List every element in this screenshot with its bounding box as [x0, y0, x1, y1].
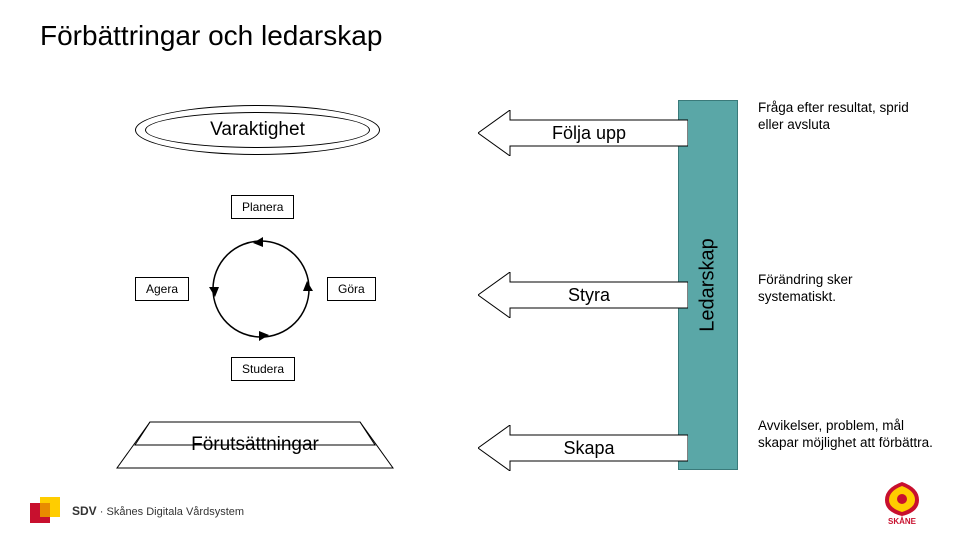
sdv-full: Skånes Digitala Vårdsystem: [106, 506, 244, 518]
sdv-logo-icon: [30, 497, 64, 525]
sdv-logo-text: SDV · Skånes Digitala Vårdsystem: [72, 504, 244, 518]
region-skane-logo: SKÅNE: [875, 480, 930, 525]
sdv-logo: SDV · Skånes Digitala Vårdsystem: [30, 497, 244, 525]
page-title: Förbättringar och ledarskap: [40, 20, 382, 52]
note-follow-up: Fråga efter resultat, sprid eller avslut…: [758, 100, 933, 134]
arrow-follow-up-label: Följa upp: [478, 110, 688, 156]
note-steer: Förändring sker systematiskt.: [758, 272, 933, 306]
pdsa-cycle: Planera Göra Studera Agera: [135, 195, 385, 385]
pdsa-arc-icon: [207, 235, 315, 343]
arrow-create: Skapa: [478, 425, 688, 471]
note-create: Avvikelser, problem, mål skapar möjlighe…: [758, 418, 933, 452]
sdv-abbr: SDV: [72, 504, 97, 518]
duration-ellipse: Varaktighet: [135, 105, 380, 155]
pdsa-planera: Planera: [231, 195, 294, 219]
pdsa-agera: Agera: [135, 277, 189, 301]
arrow-steer-label: Styra: [478, 272, 688, 318]
pdsa-studera: Studera: [231, 357, 295, 381]
arrow-follow-up: Följa upp: [478, 110, 688, 156]
pdsa-gora: Göra: [327, 277, 376, 301]
arrow-create-label: Skapa: [478, 425, 688, 471]
duration-label: Varaktighet: [210, 119, 305, 141]
duration-ellipse-inner: Varaktighet: [145, 112, 370, 148]
preconditions-label: Förutsättningar: [115, 420, 395, 470]
svg-text:SKÅNE: SKÅNE: [888, 517, 917, 525]
leadership-label: Ledarskap: [697, 238, 720, 331]
preconditions-shape: Förutsättningar: [115, 420, 395, 470]
arrow-steer: Styra: [478, 272, 688, 318]
